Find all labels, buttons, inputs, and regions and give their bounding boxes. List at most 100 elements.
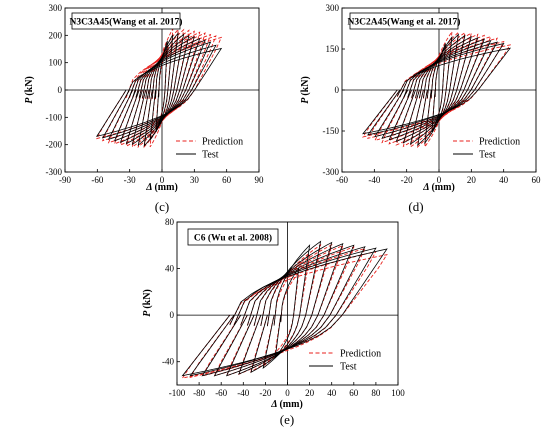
panel-e-test-loop <box>201 246 366 377</box>
panel-d-xtick-label: -20 <box>401 175 413 185</box>
panel-d-caption: (d) <box>408 199 423 214</box>
panel-d-legend-prediction: Prediction <box>479 137 520 148</box>
panel-c-test-loop <box>143 32 179 148</box>
panel-c-test-loop <box>119 37 201 144</box>
panel-c-legend: Prediction Test <box>176 137 243 161</box>
panel-d-ylabel: P(kN) <box>300 76 311 104</box>
panel-e-title: C6 (Wu et al. 2008) <box>194 233 272 244</box>
panel-d-legend: Prediction Test <box>453 137 520 161</box>
panel-d-curves <box>362 30 512 149</box>
panel-e: -100 -80 -60 -40 -20 0 20 40 60 80 100 -40 0 40 80 C6 … <box>142 217 405 427</box>
panel-d-xtick-label: -60 <box>336 175 348 185</box>
panel-e-xtick-label: 80 <box>371 388 381 398</box>
panel-c-test-loop <box>113 39 206 142</box>
panel-d-test-loop <box>395 37 479 143</box>
panel-c-test-loop <box>107 41 212 140</box>
panel-e-xtick-label: -40 <box>237 388 249 398</box>
panel-e-xtick-label: -60 <box>215 388 227 398</box>
panel-c-prediction-loop <box>143 28 179 149</box>
panel-e-xtick-label: 0 <box>285 388 290 398</box>
panel-d-ytick-label: -300 <box>323 167 340 177</box>
panel-c-ytick-label: -200 <box>46 140 63 150</box>
panel-c-ylabel: P(kN) <box>24 76 35 104</box>
panel-c-test-loop <box>137 33 185 147</box>
panel-c-title: N3C3A45(Wang et al. 2017) <box>70 17 183 28</box>
panel-d-legend-test: Test <box>479 150 496 161</box>
panel-e-ylabel: P(kN) <box>142 289 153 317</box>
panel-d-xtick-label: 20 <box>467 175 477 185</box>
panel-c-ytick-label: -100 <box>46 112 63 122</box>
panel-c-curves <box>95 28 223 149</box>
panel-e-test-loop <box>250 240 322 374</box>
panel-c-test-loop <box>125 35 195 145</box>
panel-e-title-box <box>187 228 279 246</box>
panel-d-xtick-label: -40 <box>368 175 380 185</box>
panel-e-xtick-label: 60 <box>349 388 359 398</box>
panel-c-prediction-loop <box>155 47 168 130</box>
panel-d: -60 -40 -20 0 20 40 60 -300 -150 0 150 300 N3C2A45(… <box>300 3 541 214</box>
panel-e-xtick-label: 20 <box>305 388 315 398</box>
panel-c-xtick-label: 30 <box>190 175 200 185</box>
panel-e-ytick-label: -40 <box>162 357 174 367</box>
panel-d-xtick-label: 0 <box>437 175 442 185</box>
panel-e-ytick-label: 40 <box>165 264 175 274</box>
panel-d-xtick-label: 40 <box>499 175 509 185</box>
panel-c-xtick-label: 60 <box>222 175 232 185</box>
panel-c-xtick-label: -30 <box>124 175 136 185</box>
panel-d-title-box <box>349 12 459 30</box>
panel-e-test-loop <box>238 241 333 375</box>
panel-c-ytick-label: -300 <box>46 167 63 177</box>
panel-c-test-loop <box>95 47 223 137</box>
panel-c-xlabel: Δ (mm) <box>145 182 178 193</box>
panel-e-ticks: -100 -80 -60 -40 -20 0 20 40 60 80 100 -40 0 40 80 <box>162 217 405 398</box>
panel-e-xtick-label: 40 <box>327 388 337 398</box>
panel-d-ytick-label: 0 <box>335 85 340 95</box>
panel-c-xtick-label: -60 <box>91 175 103 185</box>
panel-e-xtick-label: -80 <box>193 388 205 398</box>
panel-c-xtick-label: 90 <box>255 175 265 185</box>
panel-e-caption: (e) <box>280 412 294 427</box>
panel-e-test-loop <box>181 248 388 377</box>
panel-c-test-loop <box>101 44 217 139</box>
panel-d-title: N3C2A45(Wang et al. 2017) <box>348 17 461 28</box>
panel-c-legend-test: Test <box>202 150 219 161</box>
panel-c-ytick-label: 200 <box>49 30 63 40</box>
panel-e-curves <box>181 240 388 379</box>
panel-d-ticks: -60 -40 -20 0 20 40 60 -300 -150 0 150 300 <box>323 3 542 185</box>
panel-c-ytick-label: 100 <box>49 58 63 68</box>
panel-e-legend-test: Test <box>340 362 357 373</box>
panel-d-test-loop <box>402 35 472 144</box>
panel-d-ytick-label: -150 <box>323 126 340 136</box>
panel-d-test-loop <box>366 42 505 136</box>
panel-e-xtick-label: -20 <box>259 388 271 398</box>
panel-d-test-loop <box>417 33 459 147</box>
panel-d-test-loop <box>381 39 492 139</box>
panel-e-legend: Prediction Test <box>309 349 381 373</box>
panel-e-xtick-label: -100 <box>169 388 186 398</box>
panel-c-ytick-label: 0 <box>58 85 63 95</box>
panel-e-xlabel: Δ (mm) <box>270 399 303 410</box>
panel-c-ytick-label: 300 <box>49 3 63 13</box>
panel-c-xtick-label: 0 <box>160 175 165 185</box>
panel-d-test-loop <box>362 47 512 135</box>
panel-d-ytick-label: 300 <box>326 3 340 13</box>
panel-c-caption: (c) <box>155 199 169 214</box>
panel-e-test-loop <box>213 244 355 377</box>
panel-d-test-loop <box>409 34 466 145</box>
panel-e-ytick-label: 0 <box>170 310 175 320</box>
panel-d-xlabel: Δ (mm) <box>422 182 455 193</box>
panel-c-test-loop <box>131 34 190 146</box>
panel-d-test-loop <box>374 41 498 138</box>
panel-d-ytick-label: 150 <box>326 44 340 54</box>
panel-e-ytick-label: 80 <box>165 217 175 227</box>
panel-d-xtick-label: 60 <box>532 175 542 185</box>
panel-d-test-loop <box>388 38 486 141</box>
panel-e-prediction-loop <box>181 253 388 379</box>
panel-e-test-loop <box>225 242 344 377</box>
panel-d-prediction-loop <box>395 33 479 146</box>
panel-c-xtick-label: -90 <box>59 175 71 185</box>
panel-e-xtick-label: 100 <box>391 388 405 398</box>
panel-e-legend-prediction: Prediction <box>340 349 381 360</box>
